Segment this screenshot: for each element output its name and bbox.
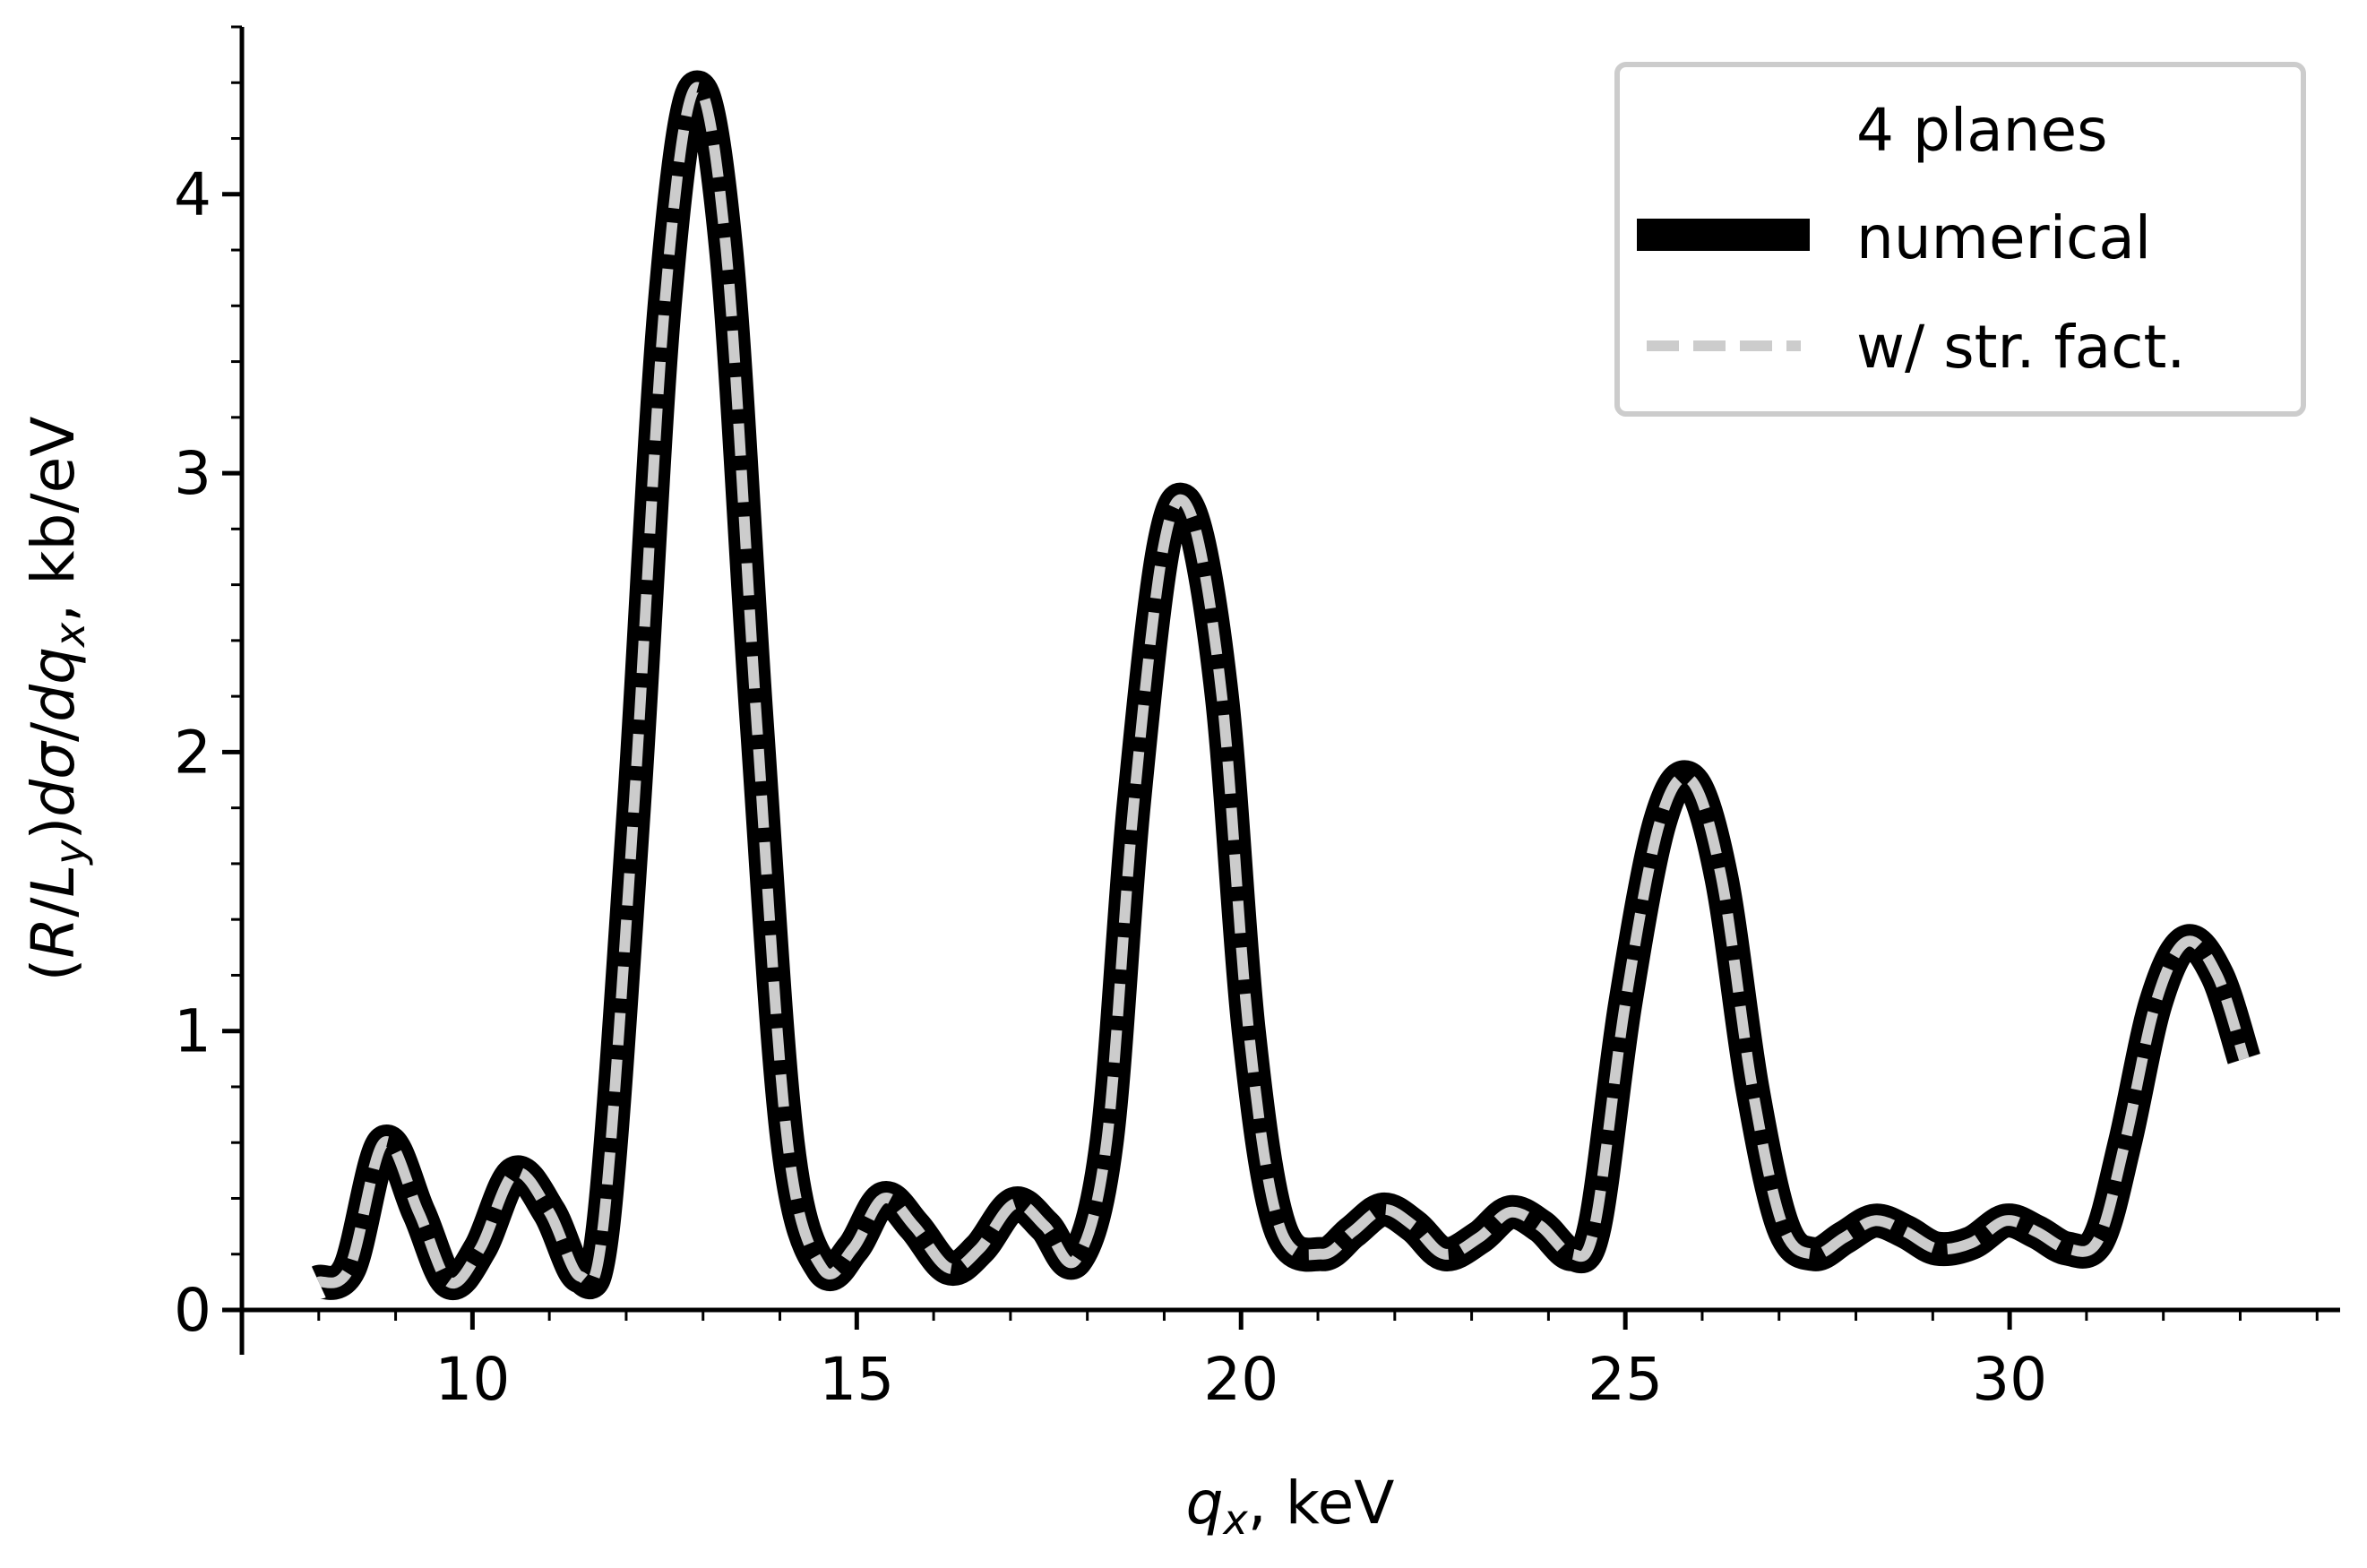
legend-box — [1614, 62, 2306, 417]
x-tick-label: 20 — [1203, 1345, 1278, 1414]
y-axis-title: (R/Ly)dσ/dqx, kb/eV — [19, 417, 94, 982]
x-tick-label: 15 — [819, 1345, 894, 1414]
legend-label-str-fact: w/ str. fact. — [1856, 313, 2185, 382]
y-tick-label: 4 — [174, 160, 211, 229]
x-axis-title: qx, keV — [1186, 1469, 1395, 1544]
y-tick-label: 3 — [174, 439, 211, 508]
x-tick-label: 25 — [1588, 1345, 1663, 1414]
series-line-str-fact — [316, 82, 2250, 1288]
series-layer — [311, 70, 2260, 1300]
legend-title: 4 planes — [1856, 96, 2107, 165]
y-tick-label: 0 — [174, 1276, 211, 1345]
y-tick-label: 1 — [174, 997, 211, 1066]
legend: 4 planes numerical w/ str. fact. — [1614, 62, 2306, 417]
x-tick-label: 10 — [435, 1345, 510, 1414]
legend-label-numerical: numerical — [1856, 203, 2151, 272]
axes-layer: 0 1 2 3 4 10 15 20 25 30 — [174, 25, 2340, 1414]
y-tick-label: 2 — [174, 718, 211, 787]
x-tick-label: 30 — [1972, 1345, 2047, 1414]
